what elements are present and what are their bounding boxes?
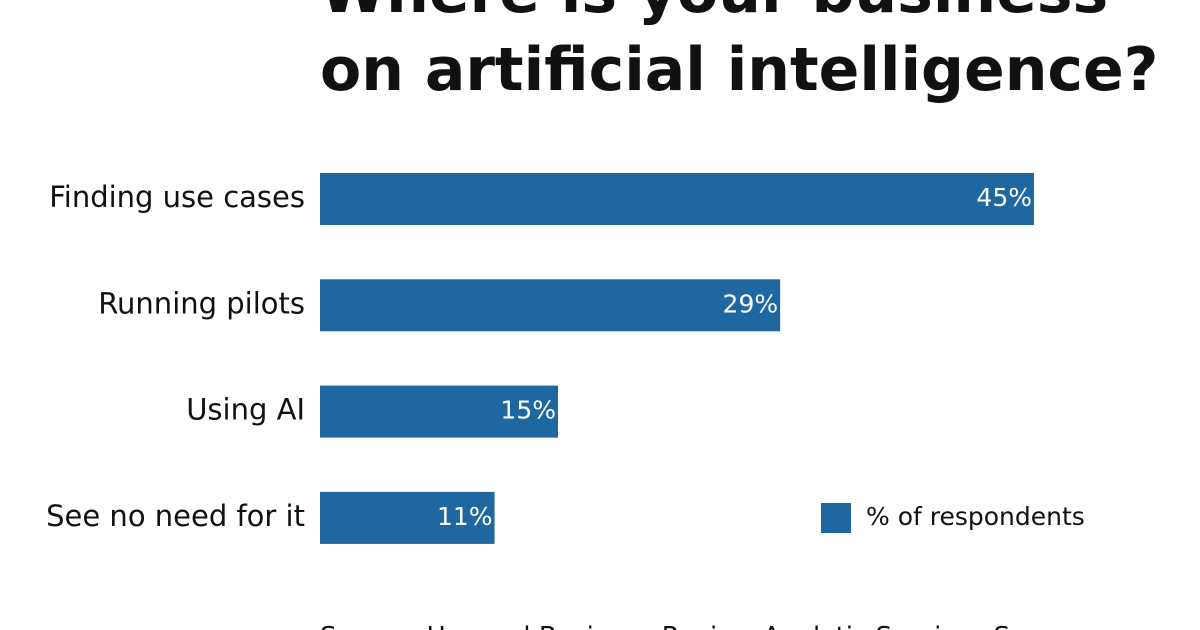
- bar: [320, 173, 1034, 225]
- category-label: Finding use cases: [49, 180, 305, 214]
- category-label: Using AI: [186, 393, 305, 427]
- value-label: 15%: [500, 396, 556, 425]
- value-label: 11%: [437, 502, 493, 531]
- value-label: 45%: [976, 183, 1032, 212]
- legend-label: % of respondents: [866, 502, 1085, 531]
- bar: [320, 385, 558, 438]
- bar: [320, 279, 781, 332]
- category-label: Running pilots: [98, 286, 305, 320]
- category-label: See no need for it: [46, 499, 305, 533]
- chart-title: Where is your business: [320, 0, 1108, 27]
- legend-swatch: [821, 503, 851, 533]
- source-note: Source: Harvard Business Review Analytic…: [320, 622, 1084, 630]
- chart-title: on artificial intelligence?: [320, 35, 1158, 105]
- bar: [320, 491, 495, 544]
- value-label: 29%: [723, 289, 779, 318]
